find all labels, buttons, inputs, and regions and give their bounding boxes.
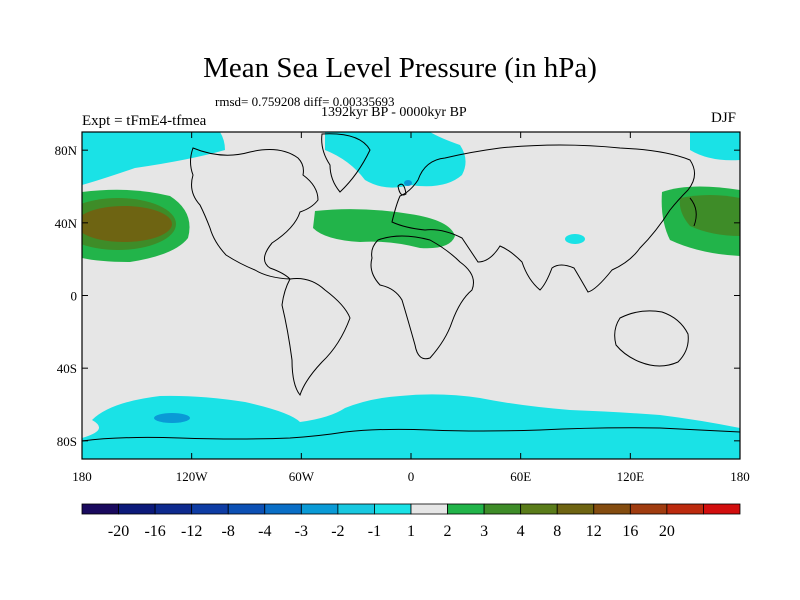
colorbar: -20 -16 -12 -8 -4 -3 -2 -1 1 2 3 4 8 12 16 20 — [81, 503, 741, 540]
lon-label: 180 — [72, 469, 92, 484]
britain-coast — [397, 183, 407, 196]
colorbar-swatch — [447, 503, 485, 515]
lon-label: 0 — [408, 469, 415, 484]
colorbar-label: -4 — [258, 523, 271, 540]
africa-coast — [370, 235, 474, 360]
longitude-axis: 180 120W 60W 0 60E 120E 180 — [72, 132, 750, 484]
lon-label: 180 — [730, 469, 750, 484]
colorbar-swatch — [154, 503, 193, 515]
australia-coast — [614, 310, 689, 367]
colorbar-label: 4 — [517, 523, 525, 540]
experiment-label: Expt = tFmE4-tfmea — [82, 113, 207, 129]
south-america-coast — [281, 278, 351, 397]
japan-coast — [689, 197, 697, 227]
lon-label: 60E — [510, 469, 531, 484]
colorbar-label: 3 — [480, 523, 488, 540]
colorbar-swatch — [410, 503, 448, 515]
north-atlantic-negative-patch — [325, 132, 466, 188]
colorbar-swatch — [520, 503, 558, 515]
latitude-axis: 80N 40N 0 40S 80S — [55, 143, 740, 449]
lat-label: 0 — [71, 289, 78, 304]
south-pacific-inner-patch — [154, 413, 190, 423]
southern-ocean-negative-band — [82, 394, 740, 459]
colorbar-swatch — [81, 503, 119, 515]
colorbar-swatch — [629, 503, 668, 515]
indian-ocean-small-negative-patch — [565, 234, 585, 244]
colorbar-swatch — [264, 503, 302, 515]
north-pacific-core — [82, 206, 172, 242]
plot-title: Mean Sea Level Pressure (in hPa) — [203, 52, 597, 84]
greenland-coast — [321, 133, 371, 193]
colorbar-swatch — [374, 503, 412, 515]
colorbar-swatch — [337, 503, 375, 515]
map-plot-area — [82, 132, 740, 459]
lon-label: 60W — [289, 469, 315, 484]
greenland-negative-patch — [394, 138, 422, 158]
colorbar-label: 1 — [407, 523, 415, 540]
colorbar-label: -16 — [144, 523, 165, 540]
season-label: DJF — [711, 110, 737, 126]
colorbar-label: 8 — [553, 523, 561, 540]
coastlines — [82, 133, 740, 442]
colorbar-swatch — [300, 503, 339, 515]
lat-label: 40N — [55, 216, 78, 231]
colorbar-swatch — [483, 503, 522, 515]
colorbar-label: 2 — [444, 523, 452, 540]
colorbar-swatch — [118, 503, 156, 515]
negative-anomaly-regions — [82, 132, 740, 459]
stats-label: rmsd= 0.759208 diff= 0.00335693 — [215, 94, 395, 109]
colorbar-label: -8 — [222, 523, 235, 540]
colorbar-swatch — [227, 503, 266, 515]
north-pacific-negative-patch — [82, 132, 225, 185]
colorbar-label: -12 — [181, 523, 202, 540]
north-america-coast — [190, 147, 319, 280]
colorbar-swatch — [666, 503, 704, 515]
arctic-east-negative-patch — [690, 132, 740, 161]
colorbar-swatch — [191, 503, 229, 515]
colorbar-label: -2 — [331, 523, 344, 540]
colorbar-label: -3 — [295, 523, 308, 540]
positive-anomaly-regions — [82, 186, 740, 262]
colorbar-label: 12 — [586, 523, 602, 540]
colorbar-swatch — [703, 503, 741, 515]
colorbar-label: -1 — [368, 523, 381, 540]
lon-label: 120W — [176, 469, 209, 484]
colorbar-swatch — [593, 503, 631, 515]
eurasia-coast — [391, 144, 695, 293]
lat-label: 80N — [55, 143, 78, 158]
lon-label: 120E — [617, 469, 645, 484]
north-sea-inner-patch — [404, 180, 412, 186]
colorbar-swatch — [556, 503, 595, 515]
colorbar-label: -20 — [108, 523, 129, 540]
period-label: 1392kyr BP - 0000kyr BP — [321, 105, 467, 120]
colorbar-label: 16 — [622, 523, 638, 540]
atlantic-mediterranean-positive-band — [313, 209, 455, 249]
colorbar-label: 20 — [659, 523, 675, 540]
antarctica-coast — [82, 427, 740, 442]
lat-label: 40S — [57, 361, 77, 376]
lat-label: 80S — [57, 434, 77, 449]
